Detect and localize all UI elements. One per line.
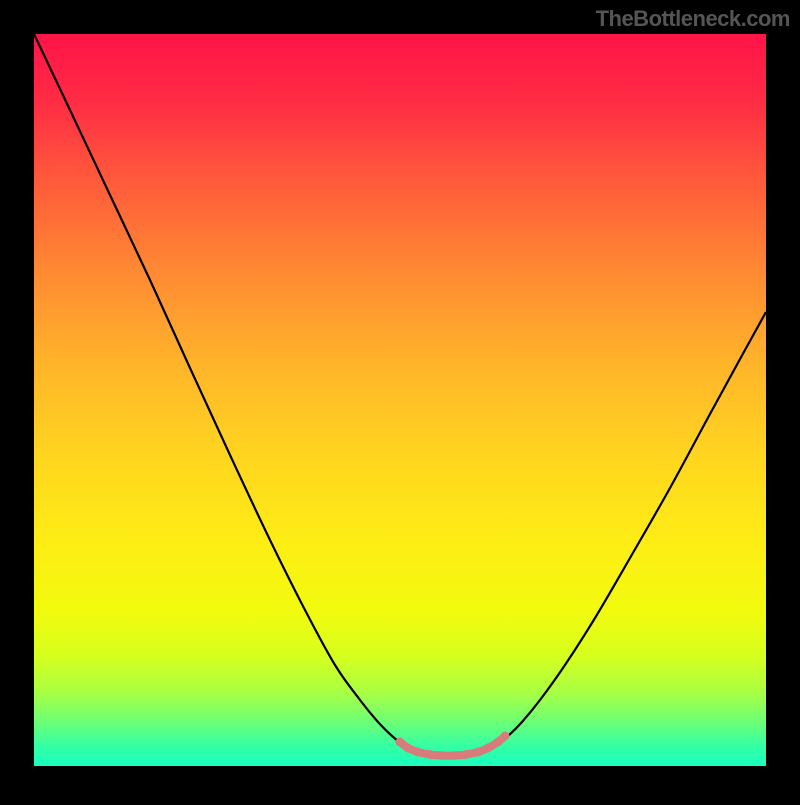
chart-svg — [0, 0, 800, 800]
watermark-text: TheBottleneck.com — [596, 6, 790, 32]
plot-background — [34, 34, 766, 766]
bottleneck-chart: TheBottleneck.com — [0, 0, 800, 800]
